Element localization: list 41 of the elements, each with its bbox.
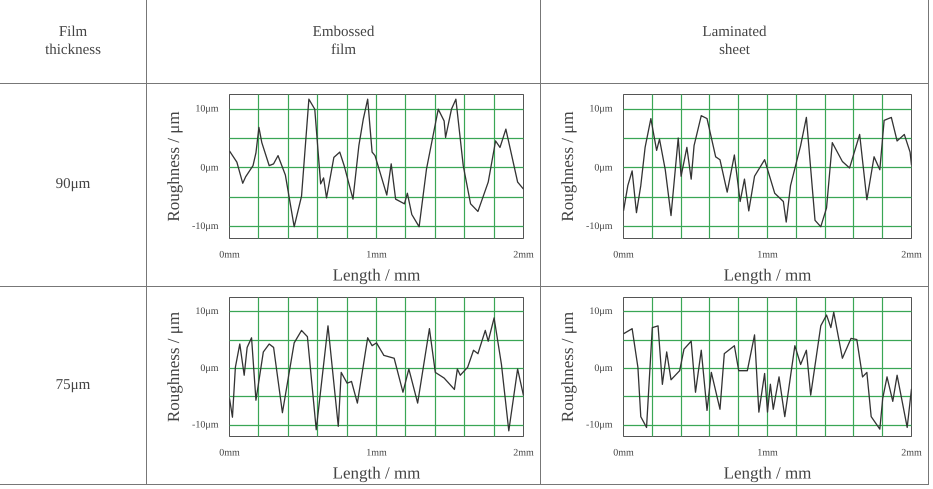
- y-tick-label: 10μm: [589, 306, 613, 318]
- line-series: [624, 115, 912, 228]
- x-axis-title: Length / mm: [332, 464, 420, 482]
- x-tick-label: 1mm: [757, 448, 778, 458]
- text: 90μm: [56, 176, 90, 194]
- x-tick-label: 0mm: [219, 448, 240, 458]
- text: Embossed film: [312, 24, 374, 59]
- x-tick-label: 0mm: [613, 250, 634, 260]
- line-series: [230, 98, 524, 228]
- text: 75μm: [56, 376, 90, 394]
- line-series: [624, 312, 912, 430]
- x-tick-label: 1mm: [366, 250, 387, 260]
- y-axis-title: Roughness / μm: [164, 111, 184, 222]
- x-tick-label: 2mm: [513, 250, 534, 260]
- text: Laminated sheet: [702, 24, 767, 59]
- x-tick-label: 1mm: [757, 250, 778, 260]
- y-axis-title: Roughness / μm: [164, 312, 184, 422]
- x-tick-label: 2mm: [901, 448, 922, 458]
- y-tick-label: -10μm: [192, 420, 219, 431]
- x-tick-label: 2mm: [901, 250, 922, 260]
- y-tick-label: -10μm: [192, 221, 219, 232]
- y-tick-label: 10μm: [195, 104, 219, 115]
- y-tick-label: 10μm: [589, 104, 613, 115]
- y-tick-label: 10μm: [195, 306, 219, 318]
- x-tick-label: 0mm: [613, 448, 634, 458]
- line-series: [230, 317, 524, 432]
- x-tick-label: 0mm: [219, 250, 240, 260]
- y-tick-label: 0μm: [594, 362, 613, 374]
- y-axis-title: Roughness / μm: [558, 111, 578, 222]
- x-axis-title: Length / mm: [724, 266, 812, 284]
- text: Film thickness: [45, 24, 101, 59]
- y-tick-label: -10μm: [586, 420, 613, 431]
- y-axis-title: Roughness / μm: [558, 312, 578, 422]
- y-tick-label: -10μm: [586, 221, 613, 232]
- x-tick-label: 2mm: [513, 448, 534, 458]
- y-tick-label: 0μm: [594, 162, 613, 174]
- y-tick-label: 0μm: [200, 362, 219, 374]
- x-tick-label: 1mm: [366, 448, 387, 458]
- y-tick-label: 0μm: [200, 162, 219, 174]
- x-axis-title: Length / mm: [724, 464, 812, 482]
- x-axis-title: Length / mm: [332, 266, 420, 284]
